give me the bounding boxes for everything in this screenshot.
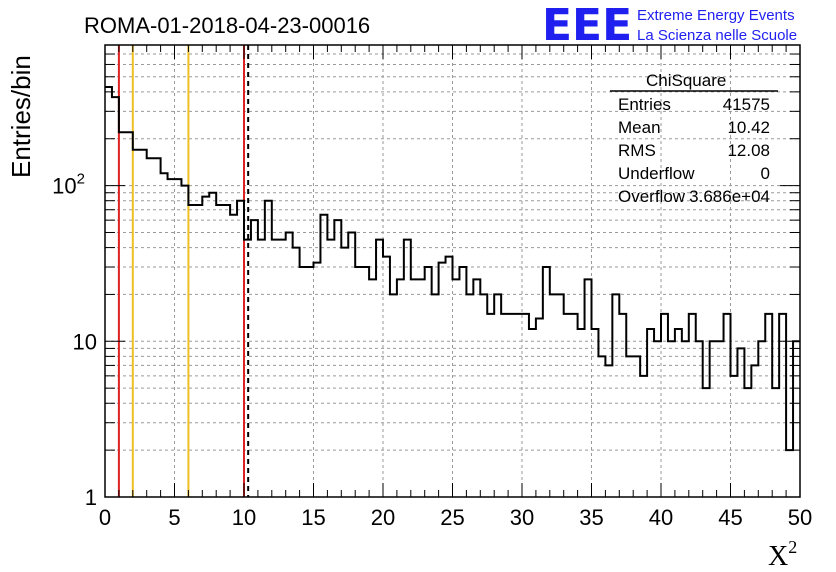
stats-label: RMS [618,141,656,160]
stats-value: 12.08 [727,141,770,160]
stats-label: Underflow [618,164,695,183]
stats-value: 41575 [723,95,770,114]
x-axis-label-base: X [768,541,788,572]
x-tick-label: 50 [788,505,812,530]
stats-label: Entries [618,95,671,114]
histogram-step-line [105,85,800,452]
x-axis-label-sup: 2 [788,537,797,557]
logo-line-1: Extreme Energy Events [637,7,795,24]
x-tick-label: 40 [649,505,673,530]
x-tick-label: 15 [301,505,325,530]
x-tick-label: 30 [510,505,534,530]
stats-label: Mean [618,118,661,137]
histogram-series [105,85,800,452]
y-axis-label: Entries/bin [6,55,36,178]
y-tick-label: 102 [52,171,85,199]
y-tick-label: 10 [73,329,97,354]
logo-line-2: La Scienza nelle Scuole [637,27,797,44]
x-tick-label: 5 [168,505,180,530]
x-tick-label: 10 [232,505,256,530]
stats-label: Overflow [618,187,686,206]
grid-lines [105,45,800,497]
threshold-lines [117,45,250,497]
x-tick-label: 35 [579,505,603,530]
x-tick-label: 0 [99,505,111,530]
stats-value: 0 [761,164,770,183]
y-tick-label: 1 [85,485,97,510]
x-tick-label: 45 [718,505,742,530]
stats-title: ChiSquare [646,71,726,90]
eee-logo: EEE Extreme Energy Events La Scienza nel… [542,0,797,51]
chart-title: ROMA-01-2018-04-23-00016 [84,13,370,38]
x-tick-label: 25 [440,505,464,530]
logo-mark: EEE [542,0,632,51]
stats-value: 3.686e+04 [689,187,770,206]
stats-rows: Entries 41575 Mean 10.42 RMS 12.08 Underflow 0 O… [618,95,770,206]
stats-value: 10.42 [727,118,770,137]
stats-box: ChiSquare Entries 41575 Mean 10.42 RMS 12.08 U… [610,71,778,206]
x-tick-label: 20 [371,505,395,530]
x-axis-label: X2 [768,537,797,572]
axis-ticks: 0 5 10 15 20 25 30 35 40 45 50 1 10 102 [52,44,812,530]
